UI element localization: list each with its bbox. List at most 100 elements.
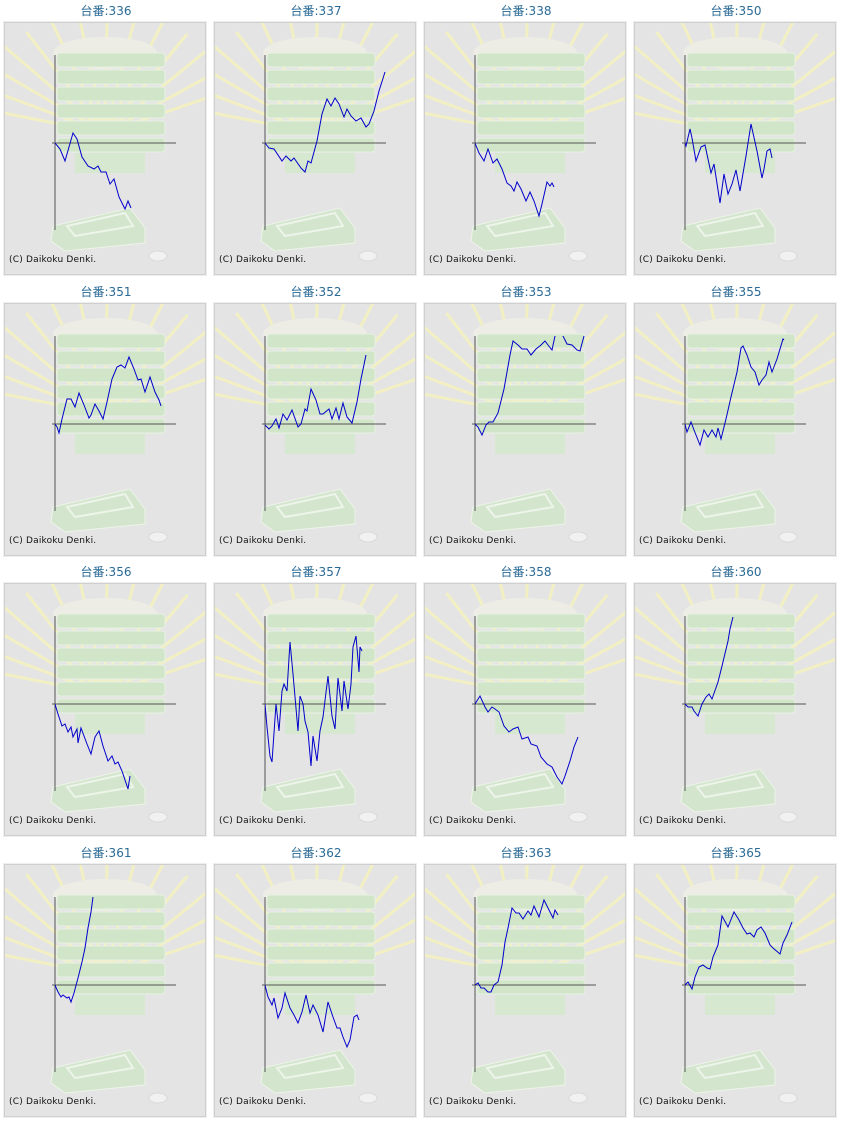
coin-decoration (148, 1092, 168, 1103)
ball-box-decoration (476, 52, 586, 68)
background-illustration (5, 23, 205, 262)
copyright-text: (C) Daikoku Denki. (639, 816, 727, 826)
ball-box-decoration (56, 86, 166, 102)
chart-svg (635, 303, 835, 542)
coin-decoration (148, 531, 168, 542)
chart-svg (5, 303, 205, 542)
coin-decoration (778, 531, 798, 542)
ball-box-decoration (476, 928, 586, 943)
chart-title[interactable]: 台番:362 (290, 845, 342, 860)
chart-title[interactable]: 台番:350 (710, 4, 762, 18)
background-illustration (5, 303, 205, 542)
coin-decoration (358, 811, 378, 823)
ball-box-base-decoration (705, 714, 775, 734)
tray-inner-decoration (485, 1053, 555, 1079)
ball-box-decoration (266, 120, 376, 136)
ball-box-decoration (56, 350, 166, 365)
ball-box-decoration (266, 52, 376, 68)
chart-title[interactable]: 台番:363 (500, 845, 552, 860)
ball-box-decoration (266, 979, 376, 994)
machine-chart-336[interactable]: 台番:336 (C) Daikoku Denki. (3, 0, 208, 280)
machine-chart-350[interactable]: 台番:350 (C) Daikoku Denki. (633, 0, 838, 280)
ball-box-decoration (476, 698, 586, 714)
ball-box-decoration (56, 979, 166, 994)
ball-box-decoration (476, 647, 586, 663)
ball-box-decoration (686, 333, 796, 348)
ball-box-decoration (266, 630, 376, 646)
machine-chart-337[interactable]: 台番:337 (C) Daikoku Denki. (213, 0, 418, 280)
tray-inner-decoration (485, 492, 555, 518)
chart-title[interactable]: 台番:338 (500, 4, 552, 18)
ball-box-decoration (56, 103, 166, 119)
chart-title[interactable]: 台番:353 (500, 284, 552, 299)
chart-title[interactable]: 台番:336 (80, 4, 132, 18)
chart-svg (635, 864, 835, 1103)
chart-title[interactable]: 台番:337 (290, 4, 342, 18)
coin-decoration (148, 811, 168, 823)
machine-chart-362[interactable]: 台番:362 (C) Daikoku Denki. (213, 842, 418, 1122)
tray-decoration (260, 487, 356, 533)
ball-box-decoration (266, 945, 376, 960)
chart-title[interactable]: 台番:360 (710, 565, 762, 579)
ball-box-decoration (686, 664, 796, 680)
ball-box-decoration (266, 384, 376, 399)
background-illustration (635, 23, 835, 262)
chart-title[interactable]: 台番:361 (80, 845, 132, 860)
ball-box-base-decoration (285, 714, 355, 734)
payout-line-series (475, 694, 579, 786)
background-illustration (635, 584, 835, 823)
chart-title[interactable]: 台番:352 (290, 284, 342, 299)
background-illustration (425, 864, 625, 1103)
ball-box-base-decoration (285, 433, 355, 454)
ball-box-decoration (476, 333, 586, 348)
background-illustration (425, 23, 625, 262)
machine-chart-355[interactable]: 台番:355 (C) Daikoku Denki. (633, 281, 838, 561)
copyright-text: (C) Daikoku Denki. (9, 535, 97, 546)
machine-chart-358[interactable]: 台番:358 (C) Daikoku Denki. (423, 561, 628, 841)
ball-box-decoration (476, 401, 586, 416)
copyright-text: (C) Daikoku Denki. (219, 1096, 307, 1107)
chart-panel: (C) Daikoku Denki. (633, 21, 837, 276)
chart-title[interactable]: 台番:355 (710, 284, 762, 299)
ball-box-decoration (686, 647, 796, 663)
payout-line-series (265, 71, 386, 173)
tray-decoration (50, 1048, 146, 1094)
chart-title[interactable]: 台番:356 (80, 565, 132, 579)
machine-chart-357[interactable]: 台番:357 (C) Daikoku Denki. (213, 561, 418, 841)
machine-chart-351[interactable]: 台番:351 (C) Daikoku Denki. (3, 281, 208, 561)
background-illustration (635, 864, 835, 1103)
ball-box-decoration (476, 103, 586, 119)
machine-chart-363[interactable]: 台番:363 (C) Daikoku Denki. (423, 842, 628, 1122)
coin-decoration (358, 250, 378, 262)
machine-chart-356[interactable]: 台番:356 (C) Daikoku Denki. (3, 561, 208, 841)
background-illustration (5, 864, 205, 1103)
ball-box-decoration (476, 681, 586, 697)
coin-decoration (778, 811, 798, 823)
tray-inner-decoration (65, 772, 135, 799)
chart-title[interactable]: 台番:365 (710, 845, 762, 860)
payout-line-series (685, 337, 785, 447)
coin-decoration (568, 1092, 588, 1103)
payout-line-series (265, 984, 360, 1048)
payout-line-series (685, 123, 773, 204)
ball-box-decoration (56, 613, 166, 629)
background-illustration (215, 303, 415, 542)
machine-chart-361[interactable]: 台番:361 (C) Daikoku Denki. (3, 842, 208, 1122)
chart-title[interactable]: 台番:357 (290, 565, 342, 579)
ball-box-decoration (56, 120, 166, 136)
chart-title[interactable]: 台番:358 (500, 565, 552, 579)
chart-svg (425, 303, 625, 542)
chart-title[interactable]: 台番:351 (80, 284, 132, 299)
tray-decoration (470, 768, 566, 813)
ball-box-decoration (56, 928, 166, 943)
machine-chart-352[interactable]: 台番:352 (C) Daikoku Denki. (213, 281, 418, 561)
machine-chart-365[interactable]: 台番:365 (C) Daikoku Denki. (633, 842, 838, 1122)
ball-box-decoration (266, 928, 376, 943)
machine-chart-353[interactable]: 台番:353 (C) Daikoku Denki. (423, 281, 628, 561)
machine-chart-360[interactable]: 台番:360 (C) Daikoku Denki. (633, 561, 838, 841)
machine-chart-338[interactable]: 台番:338 (C) Daikoku Denki. (423, 0, 628, 280)
chart-svg (215, 864, 415, 1103)
payout-line-series (685, 616, 734, 718)
ball-box-base-decoration (285, 994, 355, 1015)
ball-box-decoration (56, 137, 166, 153)
